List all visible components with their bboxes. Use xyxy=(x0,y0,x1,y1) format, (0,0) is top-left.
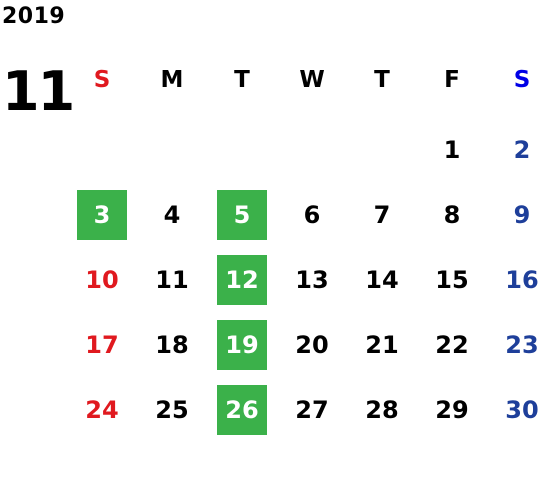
day-cell[interactable]: 20 xyxy=(295,331,329,359)
weekday-monday: M xyxy=(160,66,184,93)
day-cell[interactable]: 23 xyxy=(505,331,539,359)
day-cell[interactable]: 1 xyxy=(443,136,461,164)
day-cell[interactable]: 24 xyxy=(85,396,119,424)
day-cell[interactable]: 11 xyxy=(155,266,189,294)
day-cell[interactable]: 7 xyxy=(373,201,391,229)
day-cell[interactable]: 19 xyxy=(217,320,267,370)
calendar-year: 2019 xyxy=(2,4,66,29)
day-cell[interactable]: 9 xyxy=(513,201,531,229)
day-cell[interactable]: 10 xyxy=(85,266,119,294)
day-cell[interactable]: 15 xyxy=(435,266,469,294)
day-cell[interactable]: 17 xyxy=(85,331,119,359)
day-cell[interactable]: 4 xyxy=(163,201,181,229)
day-cell[interactable]: 14 xyxy=(365,266,399,294)
day-cell[interactable]: 3 xyxy=(77,190,127,240)
weekday-wednesday: W xyxy=(299,66,325,93)
weekday-saturday: S xyxy=(513,66,531,93)
day-cell[interactable]: 28 xyxy=(365,396,399,424)
day-cell[interactable]: 6 xyxy=(303,201,321,229)
day-cell[interactable]: 18 xyxy=(155,331,189,359)
day-cell[interactable]: 13 xyxy=(295,266,329,294)
day-cell[interactable]: 29 xyxy=(435,396,469,424)
day-cell[interactable]: 8 xyxy=(443,201,461,229)
day-cell[interactable]: 2 xyxy=(513,136,531,164)
weekday-thursday: T xyxy=(374,66,390,93)
day-cell[interactable]: 12 xyxy=(217,255,267,305)
day-cell[interactable]: 27 xyxy=(295,396,329,424)
day-cell[interactable]: 22 xyxy=(435,331,469,359)
weekday-tuesday: T xyxy=(234,66,250,93)
day-cell[interactable]: 30 xyxy=(505,396,539,424)
day-cell[interactable]: 25 xyxy=(155,396,189,424)
calendar-month: 11 xyxy=(2,60,75,123)
day-cell[interactable]: 5 xyxy=(217,190,267,240)
weekday-friday: F xyxy=(444,66,460,93)
weekday-sunday: S xyxy=(93,66,111,93)
day-cell[interactable]: 21 xyxy=(365,331,399,359)
day-cell[interactable]: 26 xyxy=(217,385,267,435)
day-cell[interactable]: 16 xyxy=(505,266,539,294)
